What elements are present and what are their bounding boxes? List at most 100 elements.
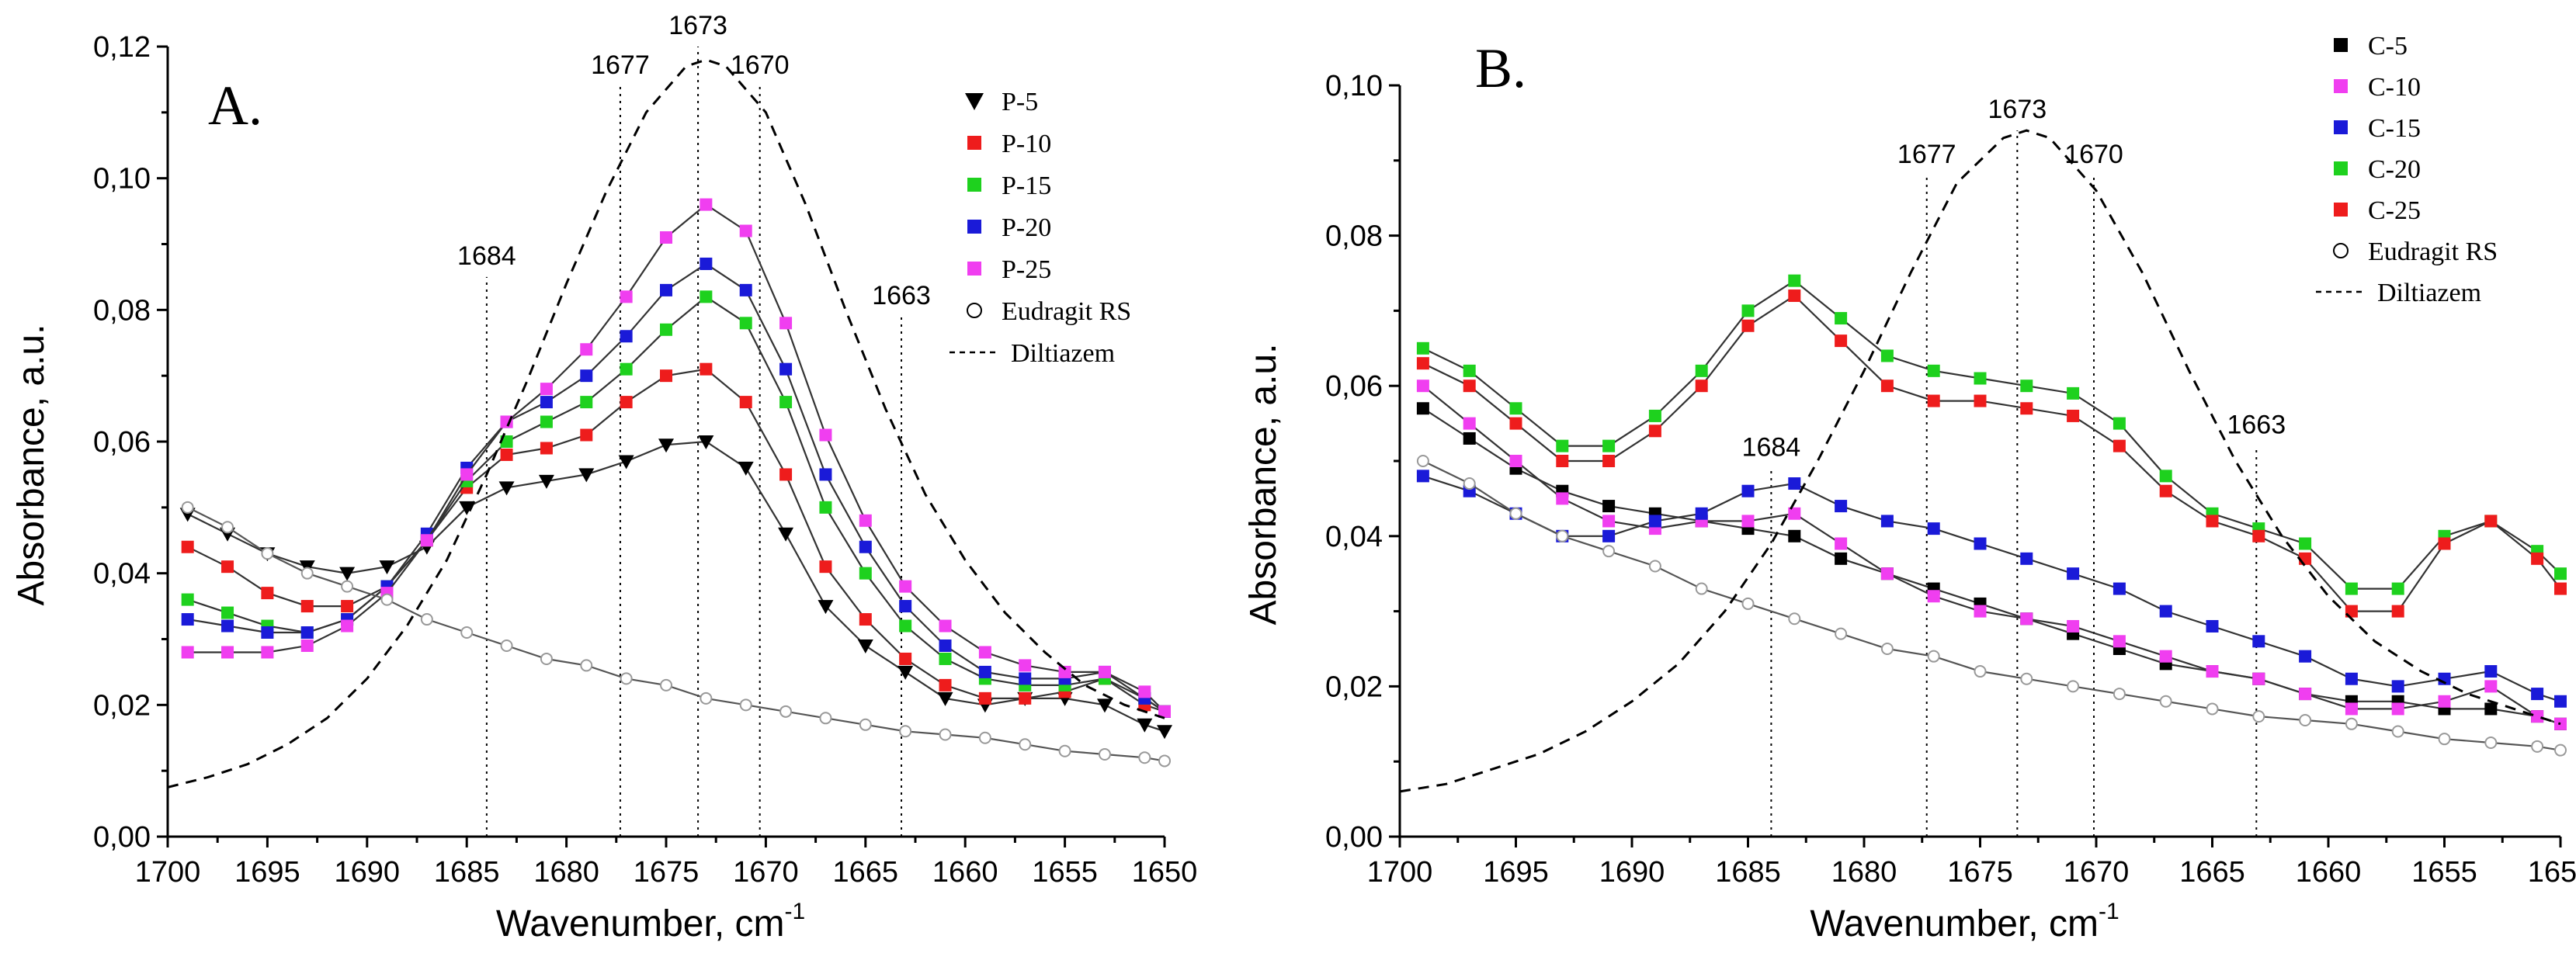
panel-a: 1700 1695 1690 1685 1680 1675 1670 1665 1660 1655… xyxy=(11,11,1197,944)
data-point xyxy=(1835,537,1848,550)
data-point xyxy=(2345,582,2358,595)
data-point xyxy=(1788,612,1801,626)
data-point xyxy=(1509,507,1522,520)
data-point xyxy=(580,396,593,409)
data-point xyxy=(1158,705,1171,718)
data-point xyxy=(700,257,713,270)
data-point xyxy=(1019,738,1032,751)
data-point xyxy=(1648,515,1661,528)
data-point xyxy=(261,646,274,659)
data-point xyxy=(779,317,793,330)
data-point xyxy=(1648,560,1661,573)
series-line xyxy=(187,506,1165,762)
data-point xyxy=(700,691,713,705)
x-tick-label: 1665 xyxy=(833,856,899,889)
legend-label: Diltiazem xyxy=(2377,279,2481,307)
legend-marker xyxy=(967,303,982,318)
data-point xyxy=(2206,702,2219,716)
x-axis-title-text: Wavenumber, cm xyxy=(496,903,785,944)
data-point xyxy=(2252,672,2265,685)
y-tick-label: 0,08 xyxy=(1325,220,1383,253)
y-tick-label: 0,00 xyxy=(93,821,151,854)
data-point xyxy=(459,501,475,515)
x-tick-label: 1700 xyxy=(1367,856,1433,889)
data-point xyxy=(1880,380,1894,393)
data-point xyxy=(2206,665,2219,678)
y-tick-label: 0,06 xyxy=(93,426,151,459)
data-point xyxy=(819,428,832,442)
data-point xyxy=(300,639,314,652)
data-point xyxy=(1463,477,1476,490)
series-diltiazem: Diltiazem xyxy=(1399,129,2561,793)
legend-marker xyxy=(2334,161,2348,175)
data-point xyxy=(1741,304,1755,317)
data-point xyxy=(1695,507,1708,520)
data-point xyxy=(1058,665,1071,678)
data-point xyxy=(2438,733,2451,746)
y-axis-title: Absorbance, a.u. xyxy=(11,324,52,606)
data-point xyxy=(578,468,595,483)
legend-label: Eudragit RS xyxy=(2368,237,2498,266)
data-point xyxy=(341,619,354,633)
series-p-25: P-25 xyxy=(181,198,1171,718)
data-point xyxy=(2531,688,2544,701)
reference-line-label: 1677 xyxy=(591,50,650,80)
data-point xyxy=(899,725,912,738)
series-c-10: C-10 xyxy=(1416,73,2567,730)
y-axis-title: Absorbance, a.u. xyxy=(1243,344,1284,626)
data-point xyxy=(1788,477,1801,490)
data-point xyxy=(261,587,274,600)
reference-line-label: 1677 xyxy=(1897,140,1956,169)
x-axis-title-superscript: -1 xyxy=(784,899,805,924)
data-point xyxy=(859,514,872,527)
y-tick-label: 0,06 xyxy=(1325,370,1383,403)
series-line xyxy=(1422,279,2561,590)
data-point xyxy=(899,600,912,613)
data-point xyxy=(1556,529,1569,542)
data-point xyxy=(2113,635,2126,648)
legend-label: C-10 xyxy=(2368,73,2421,102)
data-point xyxy=(1974,537,1987,550)
x-tick-label: 1650 xyxy=(1132,856,1198,889)
data-point xyxy=(1556,455,1569,467)
data-point xyxy=(580,659,593,672)
data-point xyxy=(1927,522,1940,535)
data-point xyxy=(181,501,194,514)
series-line xyxy=(1399,129,2561,793)
data-point xyxy=(1416,380,1429,393)
data-point xyxy=(819,712,832,725)
data-point xyxy=(2159,650,2172,663)
data-point xyxy=(2391,702,2404,716)
data-point xyxy=(580,428,593,442)
data-point xyxy=(739,396,752,409)
reference-line-label: 1670 xyxy=(731,50,790,80)
series-c-25: C-25 xyxy=(1416,196,2567,618)
panel-b: 1700 1695 1690 1685 1680 1675 1670 1665 1660 1655… xyxy=(1243,32,2576,944)
data-point xyxy=(498,481,515,496)
x-tick-label: 1655 xyxy=(1032,856,1098,889)
data-point xyxy=(2020,552,2033,565)
data-point xyxy=(1788,529,1801,542)
reference-line-label: 1684 xyxy=(457,241,516,271)
data-point xyxy=(818,600,834,615)
data-point xyxy=(2554,567,2567,581)
data-point xyxy=(978,646,991,659)
data-point xyxy=(2020,612,2033,626)
data-point xyxy=(897,665,914,680)
series-diltiazem: Diltiazem xyxy=(167,58,1165,789)
data-point xyxy=(1695,582,1708,595)
data-point xyxy=(1695,364,1708,377)
series-line xyxy=(187,368,1165,712)
data-point xyxy=(420,534,433,547)
data-point xyxy=(819,560,832,574)
x-tick-label: 1665 xyxy=(2179,856,2245,889)
data-point xyxy=(1556,492,1569,505)
data-point xyxy=(1835,312,1848,325)
data-point xyxy=(1463,432,1476,445)
data-point xyxy=(2438,537,2451,550)
data-point xyxy=(658,438,674,453)
data-point xyxy=(2531,710,2544,723)
legend-marker xyxy=(2333,243,2349,258)
data-point xyxy=(620,672,633,685)
data-point xyxy=(857,639,873,653)
